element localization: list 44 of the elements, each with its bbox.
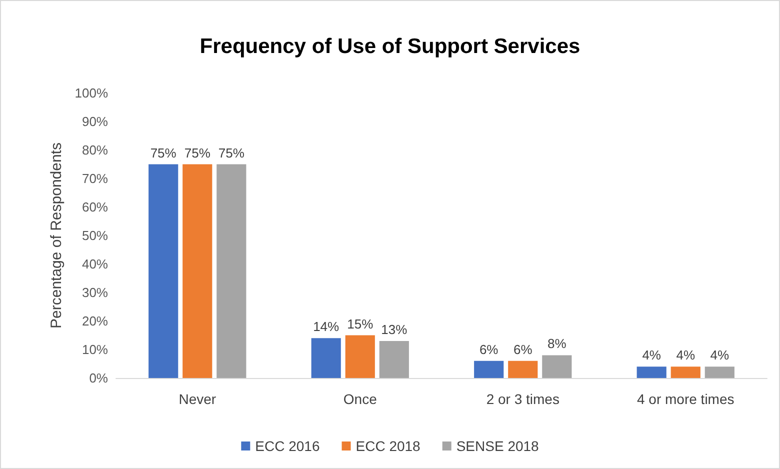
bar — [636, 366, 666, 378]
legend-label: ECC 2018 — [356, 438, 421, 454]
data-label: 8% — [548, 336, 567, 352]
data-label: 13% — [381, 322, 408, 337]
legend-label: ECC 2016 — [255, 438, 320, 454]
data-label: 14% — [313, 319, 340, 334]
y-tick-label: 50% — [82, 228, 108, 243]
y-tick-label: 70% — [82, 171, 108, 186]
data-label: 4% — [642, 348, 662, 363]
bar — [148, 164, 178, 378]
data-label: 4% — [710, 348, 730, 363]
bar — [216, 164, 246, 378]
x-tick-label: Once — [343, 391, 378, 407]
data-label: 6% — [479, 342, 499, 357]
bar — [311, 338, 341, 378]
bar — [345, 335, 375, 378]
x-tick-label: 2 or 3 times — [486, 391, 560, 407]
data-label: 75% — [150, 145, 177, 160]
data-label: 4% — [676, 348, 696, 363]
y-tick-label: 90% — [82, 114, 108, 129]
bar — [508, 360, 538, 378]
x-tick-label: 4 or more times — [637, 391, 734, 407]
y-tick-label: 0% — [89, 370, 108, 386]
data-label: 75% — [184, 145, 211, 160]
bar — [474, 360, 504, 378]
y-tick-label: 10% — [82, 342, 108, 357]
legend-label: SENSE 2018 — [456, 438, 540, 454]
y-tick-label: 20% — [82, 314, 108, 328]
bar — [379, 340, 409, 378]
bar — [182, 164, 212, 378]
y-tick-label: 30% — [82, 285, 108, 300]
chart-title: Frequency of Use of Support Services — [200, 35, 580, 58]
bar — [542, 355, 572, 378]
data-label: 6% — [513, 342, 533, 357]
x-tick-label: Never — [178, 391, 216, 407]
y-axis-title: Percentage of Respondents — [48, 142, 65, 328]
y-tick-label: 100% — [74, 86, 108, 100]
y-tick-label: 60% — [82, 200, 108, 214]
data-label: 75% — [218, 145, 245, 160]
bar — [704, 366, 734, 378]
bar — [670, 366, 700, 378]
y-tick-label: 40% — [82, 256, 108, 272]
data-label: 15% — [347, 316, 374, 332]
y-tick-label: 80% — [82, 142, 108, 158]
